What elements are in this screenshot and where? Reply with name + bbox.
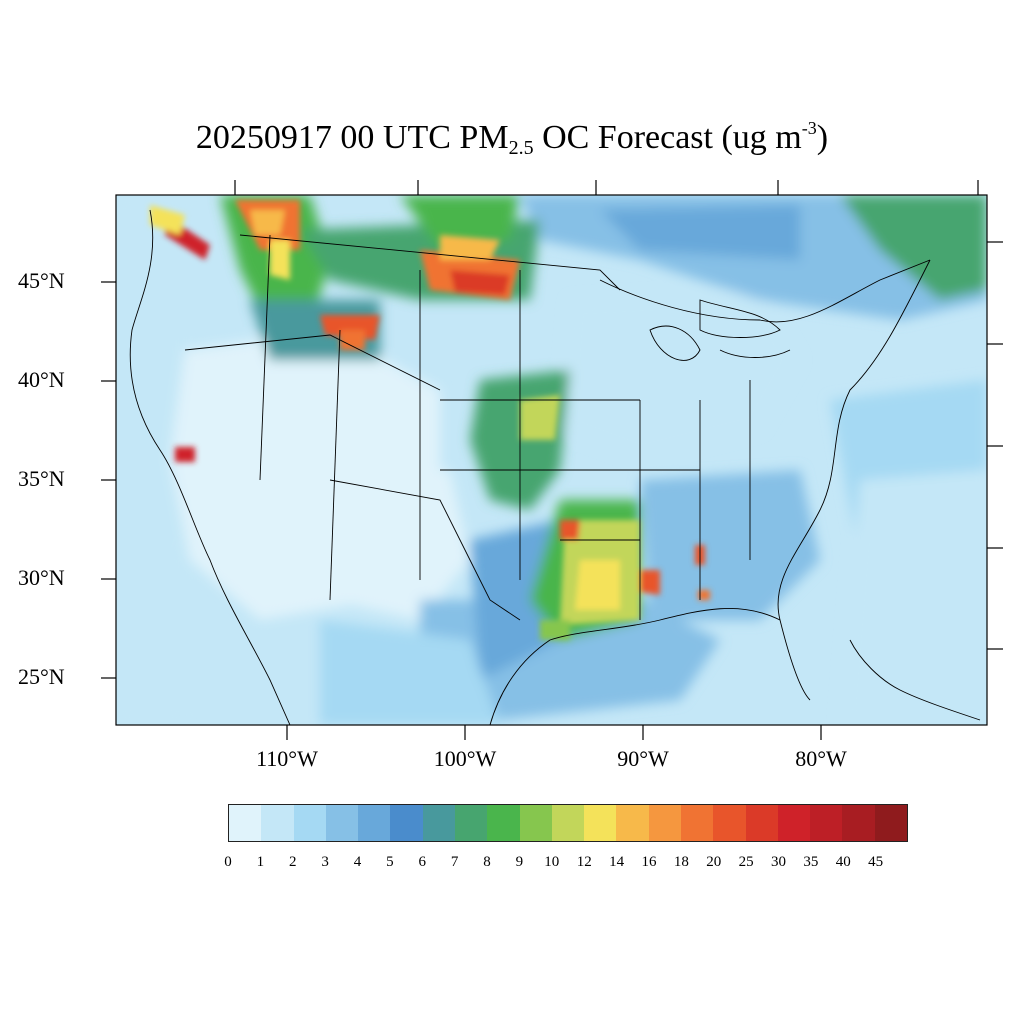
- axis-ticks: [101, 180, 1003, 740]
- colorbar-label: 14: [609, 854, 625, 870]
- colorbar-swatch: [293, 805, 326, 841]
- colorbar: [228, 804, 908, 842]
- lat-label-25n: 25°N: [18, 664, 65, 689]
- colorbar-swatch: [713, 805, 746, 841]
- lat-label-35n: 35°N: [18, 466, 65, 491]
- colorbar-swatch: [777, 805, 811, 841]
- colorbar-label: 2: [289, 854, 297, 870]
- colorbar-swatch: [842, 805, 875, 841]
- colorbar-swatch: [810, 805, 843, 841]
- colorbar-swatch: [680, 805, 714, 841]
- title-prefix: 20250917 00 UTC PM: [195, 119, 509, 156]
- colorbar-label: 16: [641, 854, 657, 870]
- colorbar-swatch: [454, 805, 488, 841]
- colorbar-swatch: [584, 805, 617, 841]
- colorbar-swatch: [551, 805, 585, 841]
- lat-label-30n: 30°N: [18, 565, 65, 590]
- colorbar-swatch: [229, 805, 262, 841]
- colorbar-label: 4: [353, 854, 362, 870]
- colorbar-label: 18: [673, 854, 689, 870]
- colorbar-swatch: [487, 805, 520, 841]
- concentration-field: [116, 195, 987, 725]
- lon-label-90w: 90°W: [617, 746, 669, 771]
- colorbar-label: 20: [706, 854, 722, 870]
- title-superscript: -3: [801, 118, 817, 138]
- colorbar-swatch: [358, 805, 391, 841]
- lon-label-100w: 100°W: [433, 746, 497, 771]
- colorbar-swatch: [745, 805, 778, 841]
- title-subscript: 2.5: [508, 137, 534, 159]
- colorbar-swatch: [616, 805, 649, 841]
- colorbar-label: 45: [868, 854, 884, 870]
- colorbar-swatch: [874, 805, 907, 841]
- chart-title: 20250917 00 UTC PM2.5 OC Forecast (ug m-…: [0, 118, 1024, 160]
- colorbar-labels: 0 1 2 3 4 5 6 7 8 9 10 12 14 16 18 20 25 30 35 40 45: [224, 854, 908, 874]
- map-frame: [115, 194, 988, 726]
- lat-label-40n: 40°N: [18, 367, 65, 392]
- colorbar-label: 1: [256, 854, 265, 870]
- lon-label-80w: 80°W: [795, 746, 847, 771]
- colorbar-label: 9: [515, 854, 524, 870]
- colorbar-label: 12: [576, 854, 592, 870]
- colorbar-swatch: [648, 805, 681, 841]
- colorbar-swatch: [325, 805, 359, 841]
- colorbar-label: 5: [386, 854, 394, 870]
- colorbar-label: 7: [450, 854, 459, 870]
- lon-label-110w: 110°W: [256, 746, 318, 771]
- colorbar-swatch: [422, 805, 455, 841]
- colorbar-label: 30: [770, 854, 786, 870]
- colorbar-label: 0: [224, 854, 232, 870]
- colorbar-swatch: [261, 805, 294, 841]
- colorbar-label: 6: [418, 854, 427, 870]
- colorbar-label: 8: [483, 854, 491, 870]
- colorbar-label: 25: [738, 854, 754, 870]
- title-middle: OC Forecast (ug m: [533, 119, 802, 156]
- colorbar-label: 10: [544, 854, 560, 870]
- title-suffix: ): [816, 119, 829, 156]
- colorbar-label: 35: [803, 854, 819, 870]
- lat-label-45n: 45°N: [18, 268, 65, 293]
- colorbar-swatch: [519, 805, 552, 841]
- colorbar-label: 3: [321, 854, 329, 870]
- colorbar-swatch: [390, 805, 423, 841]
- colorbar-label: 40: [835, 854, 851, 870]
- boundary-lines: [129, 209, 981, 725]
